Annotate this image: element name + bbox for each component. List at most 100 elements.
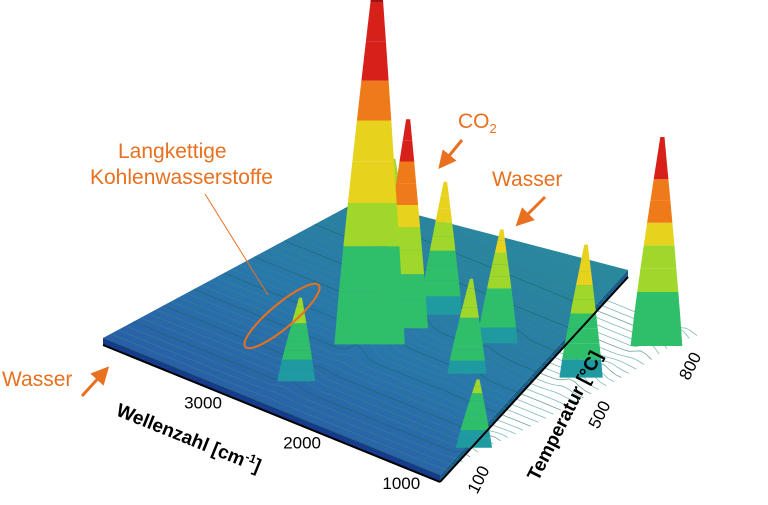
spectrum-ridge [148,313,486,449]
y-tick-label: 500 [585,398,615,432]
peak-layer [640,245,677,269]
peak-layer [356,80,392,121]
peak-layer [449,349,485,361]
co2-arrow [438,139,464,169]
peak-layer [487,276,512,289]
peak-layer [365,2,386,42]
surface-peaks [277,0,683,448]
peak-layer [347,161,397,203]
peak-layer [284,341,311,351]
peak-layer [457,317,481,328]
wasser-left-label: Wasser [2,368,73,391]
kohlenwasserstoffe-label: Kohlenwasserstoffe [90,166,273,189]
spectrum-ridge [110,333,448,472]
peak-layer [424,265,459,281]
peak-layer [459,307,479,318]
peak-layer [464,288,476,298]
peak-layer [643,222,675,246]
peak-layer [277,369,316,382]
spectrum-ridge [163,305,501,442]
peak-layer [343,203,400,247]
peak-layer [427,250,458,266]
peak-layer [460,422,490,431]
peak-layer [576,271,593,286]
peak-layer [361,41,389,81]
peak-layer [402,119,413,141]
peak-layer [650,179,671,201]
peak-layer [334,291,405,345]
x-axis-line [102,344,441,483]
peak-layer [432,222,454,237]
hydrocarbon-leader-line [204,193,269,296]
peak [476,229,518,344]
peak-layer [452,338,484,350]
peak-layer [562,343,602,360]
peak-layer [479,314,517,328]
spectrum-ridge [140,317,479,453]
peak-layer [392,183,419,205]
peak-layer [573,285,595,300]
peak-layer [462,298,478,308]
spectrum-ridge [102,337,441,476]
peak [630,137,683,346]
peak-layer [559,359,603,378]
y-axis-line [439,276,629,483]
peak-layer [352,120,394,162]
peak-layer [489,264,510,277]
spectrum-ridge [125,325,463,463]
peak-layer [440,181,449,196]
peak-layer [467,400,486,408]
peak-layer [637,268,679,292]
peak [418,181,463,315]
x-tick-label: 3000 [184,393,222,412]
peak-layer [462,414,488,423]
langkettige-label: Langkettige [118,140,227,163]
y-tick-label: 100 [464,463,494,497]
wasser-left-arrow [80,366,110,398]
peak-layer [467,278,475,289]
peak-layer [338,246,403,292]
x-tick-label: 1000 [382,474,420,493]
peak-layer [469,393,484,401]
peak-layer [399,140,415,162]
x-tick-label: 2000 [283,434,321,453]
peak-layer [418,296,463,315]
peak-layer [465,407,487,415]
peak-layer [474,379,481,387]
wasser-top-label: Wasser [492,168,563,191]
peak-layer [653,158,669,180]
peak-layer [492,252,509,265]
peak-layer [564,328,600,344]
peak-layer [657,137,667,158]
peak-layer [447,360,487,374]
peak-layer [476,327,518,344]
peak-layer [421,280,461,297]
peak-layer [630,317,683,346]
peak-layer [454,328,482,339]
spectrum-ridge [117,329,456,467]
peak-layer [429,236,456,251]
y-tick-label: 800 [675,349,705,383]
peak-layer [289,323,308,333]
wasser-top-arrow [515,195,547,227]
peak [334,0,405,345]
spectrum-ridge [178,297,516,435]
peak-layer [481,301,515,314]
peak [277,297,316,382]
hydrocarbon-ellipse [243,282,321,350]
x-axis-ticks: 3000 2000 1000 [184,393,420,493]
peak-layer [296,297,304,307]
peak-layer [282,350,313,360]
spectrum-ridge [155,309,494,445]
peak-layer [279,359,314,370]
spectrum-ridge [185,293,524,431]
spectrum-ridge [170,301,509,438]
peak-layer [647,200,673,223]
peak [447,278,487,374]
peak-layer [472,386,483,394]
peak-layer [633,292,681,317]
peak-layer [581,244,590,258]
peak [455,379,492,448]
peak-layer [497,229,505,241]
peak-layer [484,288,513,301]
